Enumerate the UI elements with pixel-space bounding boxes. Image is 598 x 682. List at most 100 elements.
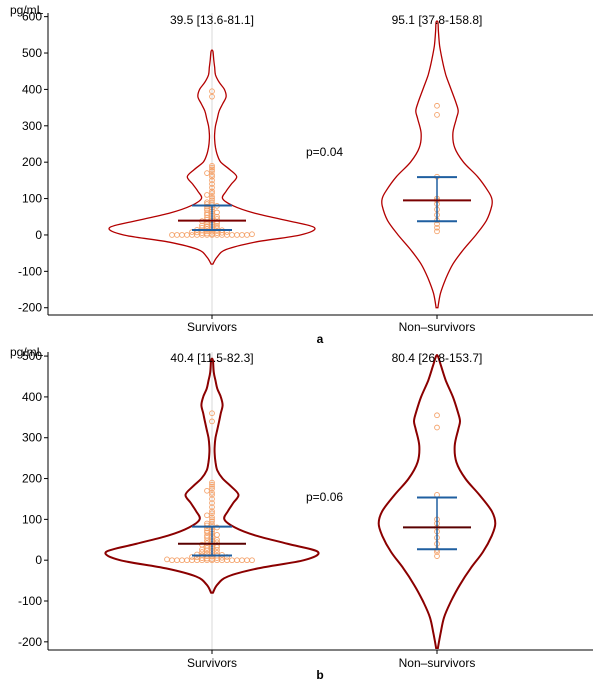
panel-b-data-point (209, 504, 215, 510)
panel-a-ytick-label: -100 (18, 264, 42, 278)
panel-b-data-point (209, 479, 215, 486)
panel-a-summary-nonsurvivors: 95.1 [37.8-158.8] (392, 13, 483, 27)
panel-a-data-point (204, 192, 210, 198)
panel-a-data-point (209, 166, 215, 173)
panel-a-data-point (434, 112, 440, 118)
panel-a-ytick-label: -200 (18, 301, 42, 315)
panel-b-violins (104, 354, 497, 649)
panel-b-data-point (209, 496, 215, 502)
panel-a-ytick-label: 0 (35, 228, 42, 242)
panel-b-points (164, 410, 440, 564)
panel-a-p-value: p=0.04 (306, 145, 343, 159)
panel-b-data-point (229, 557, 235, 564)
panel-b-data-point (209, 514, 215, 521)
panel-a-data-point (209, 164, 215, 171)
panel-b-data-point (164, 556, 170, 563)
panel-b-stats (178, 496, 471, 557)
panel-b-ytick-label: -100 (18, 594, 42, 608)
panel-a-data-point (434, 102, 440, 109)
panel-b-data-point (204, 534, 210, 541)
panel-b-violin-survivors (104, 357, 320, 594)
panel-a-ytick-label: 300 (22, 119, 42, 133)
panel-b-data-point (209, 510, 215, 517)
panel-a-data-point (249, 231, 255, 238)
panel-a-data-point (434, 224, 440, 231)
panel-a-violins (108, 20, 493, 309)
panel-b-summary-survivors: 40.4 [11.5-82.3] (170, 351, 253, 365)
panel-a-violin-nonsurvivors (381, 20, 493, 309)
panel-b-axes: -200 -100 0 100 200 300 400 500 (18, 349, 593, 654)
panel-a-data-point (209, 197, 215, 204)
panel-b: -200 -100 0 100 200 300 400 500 pg/mL 40.4 [11.… (10, 345, 593, 682)
panel-a-data-point (209, 173, 215, 180)
panel-a-label: a (317, 332, 324, 346)
panel-a-data-point (174, 232, 180, 238)
panel-b-data-point (209, 410, 215, 417)
panel-b-data-point (209, 481, 215, 488)
panel-b-data-point (434, 553, 440, 559)
panel-a-data-point (209, 195, 215, 202)
panel-b-data-point (239, 557, 245, 564)
panel-a-ytick-label: 200 (22, 155, 42, 169)
panel-a-data-point (179, 232, 185, 238)
panel-b-xtick-survivors: Survivors (187, 656, 237, 670)
panel-b-ytick-label: 0 (35, 553, 42, 567)
panel-b-ytick-label: -200 (18, 635, 42, 649)
panel-b-data-point (209, 485, 215, 492)
panel-b-p-value: p=0.06 (306, 490, 343, 504)
panel-a-data-point (244, 232, 250, 238)
panel-b-ytick-label: 200 (22, 472, 42, 486)
panel-a-ytick-label: 100 (22, 192, 42, 206)
panel-a-data-point (209, 162, 215, 169)
panel-a-axes: -200 -100 0 100 200 300 400 500 600 (18, 10, 593, 319)
panel-a-data-point (209, 181, 215, 187)
panel-a-data-point (209, 193, 215, 200)
panel-b-ytick-label: 400 (22, 390, 42, 404)
panel-a-ytick-label: 500 (22, 46, 42, 60)
panel-a-data-point (229, 232, 235, 238)
panel-a-y-unit: pg/mL (10, 3, 44, 17)
panel-a-data-point (434, 228, 440, 235)
panel-a-data-point (204, 170, 210, 176)
panel-a: -200 -100 0 100 200 300 400 500 600 pg/mL 39.5 [… (10, 3, 593, 346)
panel-b-data-point (184, 557, 190, 564)
panel-a-data-point (209, 188, 215, 195)
panel-b-data-point (209, 518, 215, 525)
panel-b-data-point (204, 487, 210, 494)
panel-b-data-point (234, 557, 240, 564)
panel-a-xtick-survivors: Survivors (187, 320, 237, 334)
panel-a-data-point (209, 88, 215, 95)
panel-b-y-unit: pg/mL (10, 345, 44, 359)
panel-b-violin-nonsurvivors (377, 354, 497, 649)
panel-b-data-point (204, 527, 210, 534)
panel-b-data-point (209, 418, 215, 425)
panel-a-data-point (209, 93, 215, 100)
panel-b-data-point (204, 522, 210, 529)
panel-a-data-point (209, 172, 215, 178)
panel-b-data-point (209, 516, 215, 523)
panel-b-data-point (194, 551, 200, 558)
panel-b-data-point (244, 557, 250, 564)
panel-b-label: b (316, 668, 323, 682)
panel-b-data-point (174, 557, 180, 564)
panel-b-data-point (199, 549, 205, 555)
panel-b-data-point (209, 483, 215, 490)
panel-b-data-point (179, 557, 185, 564)
panel-a-data-point (209, 184, 215, 191)
panel-b-ytick-label: 100 (22, 512, 42, 526)
panel-a-data-point (209, 190, 215, 196)
panel-b-data-point (209, 500, 215, 506)
panel-a-data-point (239, 232, 245, 238)
panel-a-data-point (234, 232, 240, 238)
panel-b-data-point (434, 412, 440, 419)
panel-a-data-point (184, 232, 190, 238)
panel-b-data-point (204, 512, 210, 519)
panel-b-data-point (249, 557, 255, 564)
panel-a-summary-survivors: 39.5 [13.6-81.1] (170, 13, 254, 27)
panel-b-data-point (209, 508, 215, 515)
panel-b-data-point (434, 424, 440, 431)
panel-b-data-point (214, 532, 220, 538)
panel-a-ytick-label: 600 (22, 10, 42, 24)
panel-b-data-point (209, 492, 215, 498)
